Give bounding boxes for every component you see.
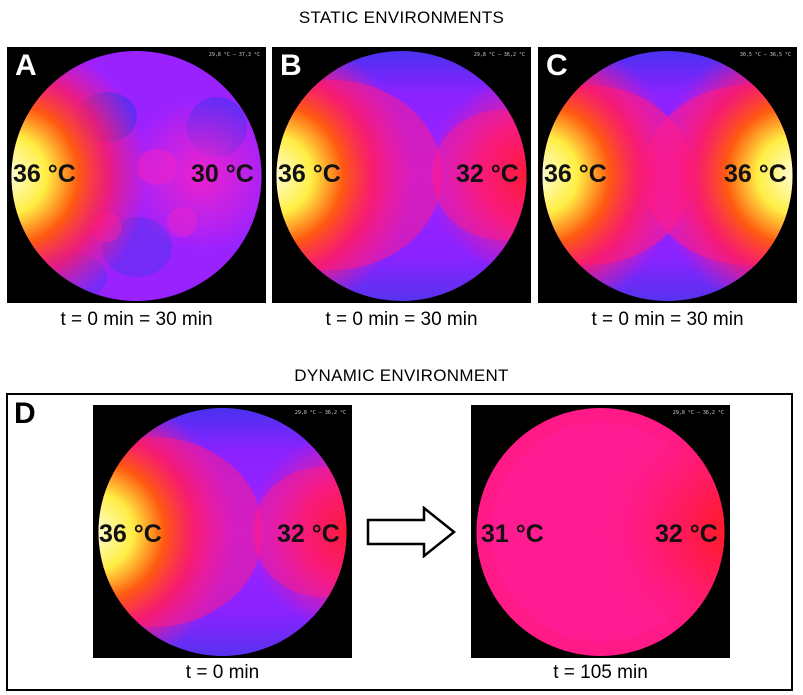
thermal-heatmap-c [542, 51, 793, 301]
temperature-left-b: 36 °C [278, 160, 341, 188]
thermal-heatmap-d-before [98, 408, 347, 656]
panel-letter-d: D [14, 397, 36, 430]
color-scale-readout-c: 30,5 °C – 36,5 °C [739, 52, 791, 58]
caption-c: t = 0 min = 30 min [591, 309, 744, 330]
transition-arrow-icon [366, 506, 457, 558]
temperature-right-b: 32 °C [456, 160, 519, 188]
temperature-left-c: 36 °C [544, 160, 607, 188]
temperature-left-d-after: 31 °C [481, 520, 544, 548]
thermal-image-panel-c: C 30,5 °C – 36,5 °C 36 °C 36 °C [538, 47, 797, 303]
color-scale-readout-a: 29,8 °C – 37,3 °C [208, 52, 260, 58]
color-scale-readout-b: 29,8 °C – 36,2 °C [473, 52, 525, 58]
static-environments-heading: STATIC ENVIRONMENTS [298, 8, 505, 27]
temperature-right-d-after: 32 °C [655, 520, 718, 548]
caption-d-before: t = 0 min [185, 662, 260, 683]
caption-d-after: t = 105 min [553, 662, 648, 683]
temperature-right-a: 30 °C [191, 160, 254, 188]
color-scale-readout-d-after: 29,8 °C – 36,2 °C [672, 410, 724, 416]
temperature-left-a: 36 °C [13, 160, 76, 188]
caption-a: t = 0 min = 30 min [60, 309, 213, 330]
thermal-heatmap-d-after [476, 408, 725, 656]
thermal-image-panel-b: B 29,8 °C – 36,2 °C 36 °C 32 °C [272, 47, 531, 303]
color-scale-readout-d-before: 29,8 °C – 36,2 °C [294, 410, 346, 416]
panel-letter-c: C [546, 49, 568, 82]
panel-letter-a: A [15, 49, 37, 82]
thermal-heatmap-a [11, 51, 262, 301]
temperature-right-d-before: 32 °C [277, 520, 340, 548]
thermal-image-panel-a: A 29,8 °C – 37,3 °C 36 °C 30 °C [7, 47, 266, 303]
dynamic-environment-heading: DYNAMIC ENVIRONMENT [294, 366, 509, 385]
dynamic-environment-frame: D [6, 393, 793, 691]
panel-letter-b: B [280, 49, 302, 82]
temperature-right-c: 36 °C [724, 160, 787, 188]
temperature-left-d-before: 36 °C [99, 520, 162, 548]
thermal-image-panel-d-before: 29,8 °C – 36,2 °C 36 °C 32 °C [93, 405, 352, 658]
caption-b: t = 0 min = 30 min [325, 309, 478, 330]
thermal-image-panel-d-after: 29,8 °C – 36,2 °C 31 °C 32 °C [471, 405, 730, 658]
thermal-heatmap-b [276, 51, 527, 301]
